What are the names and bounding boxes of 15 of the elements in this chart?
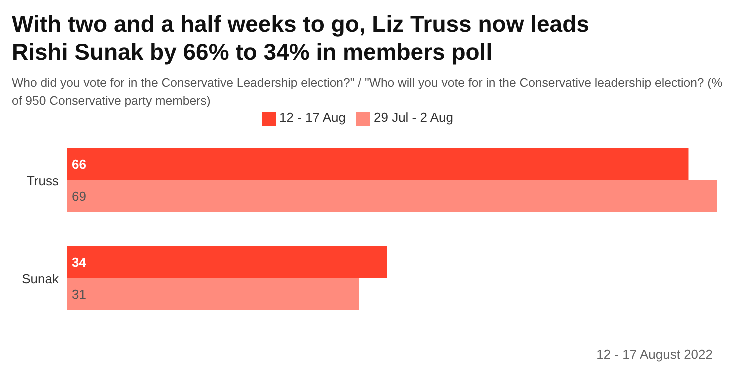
bar <box>67 246 388 278</box>
y-tick-label: Sunak <box>22 272 60 287</box>
legend-label: 29 Jul - 2 Aug <box>374 110 454 125</box>
data-label: 69 <box>72 188 86 204</box>
bar <box>67 148 689 180</box>
chart-title: With two and a half weeks to go, Liz Truss now leads Rishi Sunak by 66% to 34% in members poll <box>11 10 590 66</box>
text: 12 - 17 August 2022 <box>596 347 713 362</box>
data-label: 31 <box>72 287 86 302</box>
bar <box>67 278 360 310</box>
data-label: 66 <box>72 156 86 172</box>
data-label: 34 <box>72 255 88 270</box>
y-tick-label: Truss <box>26 173 60 188</box>
legend-label: 12 - 17 Aug <box>280 110 346 125</box>
chart-subtitle: Who did you vote for in the Conservative Leadership election?" / "Who will you vote for in the Conservative leadership election? (% of 950 Conservative party members) <box>11 75 724 110</box>
bar <box>67 180 717 212</box>
